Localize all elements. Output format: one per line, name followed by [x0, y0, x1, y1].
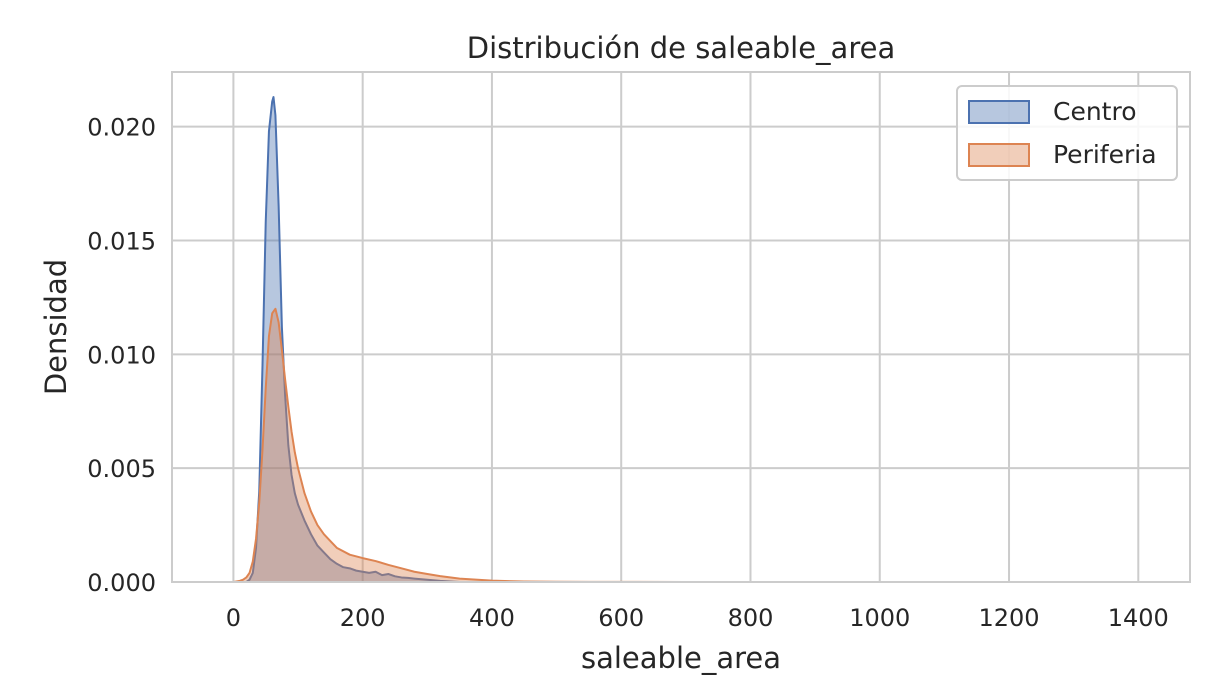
- plot-frame: [171, 71, 1191, 583]
- legend-label-centro: Centro: [1053, 97, 1137, 126]
- x-tick-label: 1400: [1108, 604, 1169, 632]
- legend-swatch-periferia: [968, 143, 1030, 167]
- legend-label-periferia: Periferia: [1053, 140, 1157, 169]
- series-area-centro: [246, 97, 460, 582]
- y-tick-label: 0.020: [87, 114, 156, 142]
- y-tick-label: 0.005: [87, 455, 156, 483]
- y-tick-label: 0.010: [87, 341, 156, 369]
- x-tick-label: 200: [340, 604, 386, 632]
- legend: Centro Periferia: [956, 85, 1178, 181]
- x-tick-label: 1000: [849, 604, 910, 632]
- tick-labels: 0 200 400 600 800 1000 1200 1400 0.000 0.005 0.010…: [87, 114, 1169, 632]
- x-tick-label: 0: [226, 604, 241, 632]
- legend-box: [956, 85, 1178, 181]
- y-tick-label: 0.000: [87, 569, 156, 597]
- x-tick-label: 600: [598, 604, 644, 632]
- x-tick-label: 800: [728, 604, 774, 632]
- chart-title: Distribución de saleable_area: [467, 31, 895, 65]
- legend-swatch-centro: [968, 100, 1030, 124]
- y-axis-label: Densidad: [39, 259, 73, 395]
- series-line-centro: [245, 96, 460, 583]
- x-axis-label: saleable_area: [581, 641, 781, 675]
- x-tick-label: 1200: [978, 604, 1039, 632]
- x-tick-label: 400: [469, 604, 515, 632]
- y-tick-label: 0.015: [87, 227, 156, 255]
- series-area-periferia: [233, 308, 1139, 582]
